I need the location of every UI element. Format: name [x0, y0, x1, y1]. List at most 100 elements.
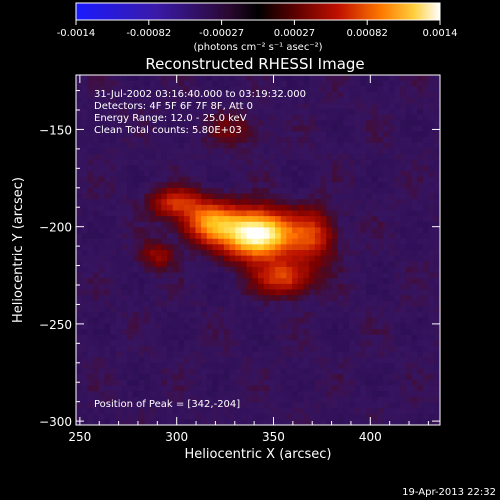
heatmap-cell [349, 351, 356, 358]
heatmap-cell [252, 204, 259, 211]
heatmap-cell [269, 289, 276, 296]
heatmap-cell [81, 272, 88, 279]
heatmap-cell [326, 108, 333, 115]
heatmap-cell [394, 75, 401, 82]
heatmap-cell [360, 312, 367, 319]
heatmap-cell [189, 329, 196, 336]
heatmap-cell [275, 283, 282, 290]
heatmap-cell [349, 120, 356, 127]
heatmap-cell [343, 170, 350, 178]
heatmap-cell [388, 148, 395, 155]
heatmap-cell [263, 357, 270, 364]
heatmap-cell [201, 300, 208, 307]
heatmap-cell [178, 357, 185, 364]
heatmap-cell [366, 283, 373, 290]
heatmap-cell [223, 413, 230, 420]
heatmap-cell [87, 312, 94, 319]
heatmap-cell [161, 391, 168, 398]
heatmap-cell [349, 142, 356, 149]
heatmap-cell [371, 238, 378, 245]
heatmap-cell [240, 137, 248, 144]
heatmap-cell [309, 193, 316, 200]
heatmap-cell [371, 283, 378, 290]
heatmap-cell [223, 408, 230, 415]
heatmap-cell [104, 362, 111, 369]
heatmap-cell [138, 131, 145, 138]
heatmap-cell [286, 266, 293, 273]
heatmap-cell [326, 329, 333, 336]
heatmap-cell [337, 227, 344, 234]
heatmap-cell [331, 379, 339, 386]
heatmap-cell [161, 312, 168, 319]
heatmap-cell [223, 148, 230, 155]
heatmap-cell [400, 289, 407, 296]
heatmap-cell [127, 170, 134, 178]
heatmap-cell [167, 295, 174, 302]
heatmap-cell [297, 244, 304, 251]
x-tick-label: 400 [359, 430, 382, 444]
heatmap-cell [201, 289, 208, 296]
heatmap-cell [161, 165, 168, 172]
heatmap-cell [269, 250, 276, 257]
heatmap-cell [275, 97, 282, 104]
heatmap-cell [132, 199, 139, 206]
heatmap-cell [110, 176, 117, 183]
heatmap-cell [337, 233, 344, 240]
heatmap-cell [218, 204, 225, 211]
heatmap-cell [132, 278, 139, 285]
heatmap-cell [354, 306, 361, 313]
heatmap-cell [223, 120, 230, 127]
heatmap-cell [331, 210, 339, 217]
heatmap-cell [110, 86, 117, 93]
heatmap-cell [76, 278, 83, 285]
heatmap-cell [434, 120, 441, 127]
heatmap-cell [110, 306, 117, 313]
heatmap-cell [195, 227, 202, 234]
heatmap-cell [195, 182, 202, 189]
heatmap-cell [258, 148, 265, 155]
heatmap-cell [246, 142, 253, 149]
heatmap-cell [349, 187, 356, 194]
heatmap-cell [377, 379, 384, 386]
heatmap-cell [286, 238, 293, 245]
heatmap-cell [343, 86, 350, 93]
heatmap-cell [394, 385, 401, 392]
heatmap-cell [400, 283, 407, 290]
heatmap-cell [93, 283, 100, 290]
heatmap-cell [127, 75, 134, 82]
heatmap-cell [246, 170, 253, 178]
heatmap-cell [400, 351, 407, 358]
heatmap-cell [309, 379, 316, 386]
heatmap-cell [87, 408, 94, 415]
heatmap-cell [98, 238, 105, 245]
heatmap-cell [297, 120, 304, 127]
heatmap-cell [320, 182, 327, 189]
heatmap-cell [201, 351, 208, 358]
heatmap-cell [206, 317, 213, 324]
heatmap-cell [240, 244, 248, 251]
heatmap-cell [81, 300, 88, 307]
heatmap-cell [394, 227, 401, 234]
heatmap-cell [235, 329, 242, 336]
heatmap-cell [275, 312, 282, 319]
heatmap-cell [349, 221, 356, 228]
heatmap-cell [309, 250, 316, 257]
heatmap-cell [115, 75, 122, 82]
heatmap-cell [428, 204, 435, 211]
heatmap-cell [394, 419, 401, 426]
heatmap-cell [127, 306, 134, 313]
heatmap-cell [212, 334, 219, 341]
heatmap-cell [360, 221, 367, 228]
heatmap-cell [87, 216, 94, 223]
heatmap-cell [292, 187, 299, 194]
heatmap-cell [172, 312, 179, 319]
heatmap-cell [354, 345, 361, 353]
heatmap-cell [326, 272, 333, 279]
heatmap-cell [93, 233, 100, 240]
heatmap-cell [246, 114, 253, 121]
heatmap-cell [121, 187, 128, 194]
heatmap-cell [337, 396, 344, 403]
heatmap-cell [388, 379, 395, 386]
heatmap-cell [172, 142, 179, 149]
heatmap-cell [326, 97, 333, 104]
